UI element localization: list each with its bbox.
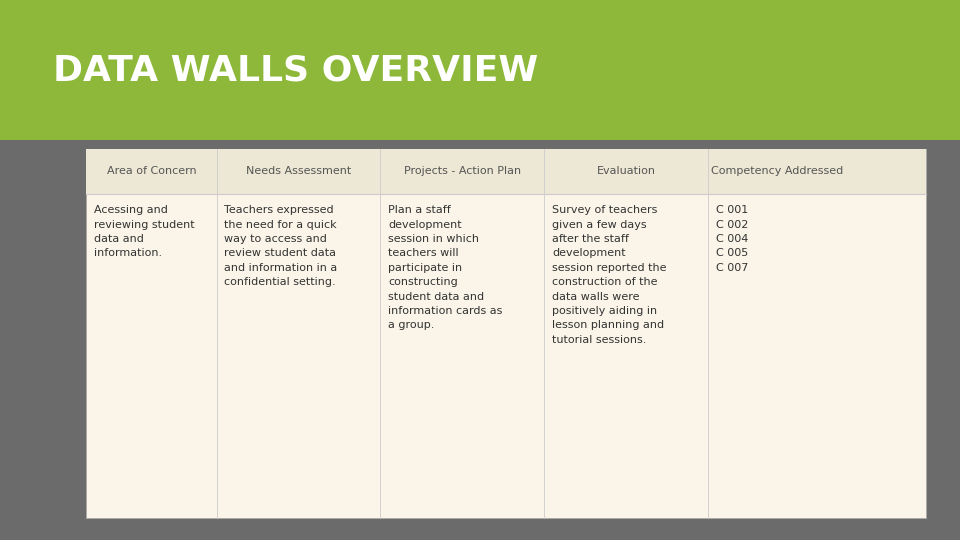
Text: Competency Addressed: Competency Addressed — [711, 166, 844, 177]
Bar — [0, 0, 960, 24]
Bar — [86, 148, 926, 194]
Text: Area of Concern: Area of Concern — [107, 166, 196, 177]
Text: Needs Assessment: Needs Assessment — [246, 166, 351, 177]
Text: DATA WALLS OVERVIEW: DATA WALLS OVERVIEW — [53, 53, 538, 87]
Bar — [86, 148, 926, 518]
Bar — [0, 0, 960, 140]
Text: Teachers expressed
the need for a quick
way to access and
review student data
an: Teachers expressed the need for a quick … — [225, 205, 338, 287]
Text: Plan a staff
development
session in which
teachers will
participate in
construct: Plan a staff development session in whic… — [388, 205, 502, 330]
Text: Evaluation: Evaluation — [596, 166, 656, 177]
Text: C 001
C 002
C 004
C 005
C 007: C 001 C 002 C 004 C 005 C 007 — [716, 205, 748, 273]
Text: Projects - Action Plan: Projects - Action Plan — [404, 166, 521, 177]
Text: Survey of teachers
given a few days
after the staff
development
session reported: Survey of teachers given a few days afte… — [552, 205, 666, 345]
Text: Acessing and
reviewing student
data and
information.: Acessing and reviewing student data and … — [94, 205, 195, 259]
